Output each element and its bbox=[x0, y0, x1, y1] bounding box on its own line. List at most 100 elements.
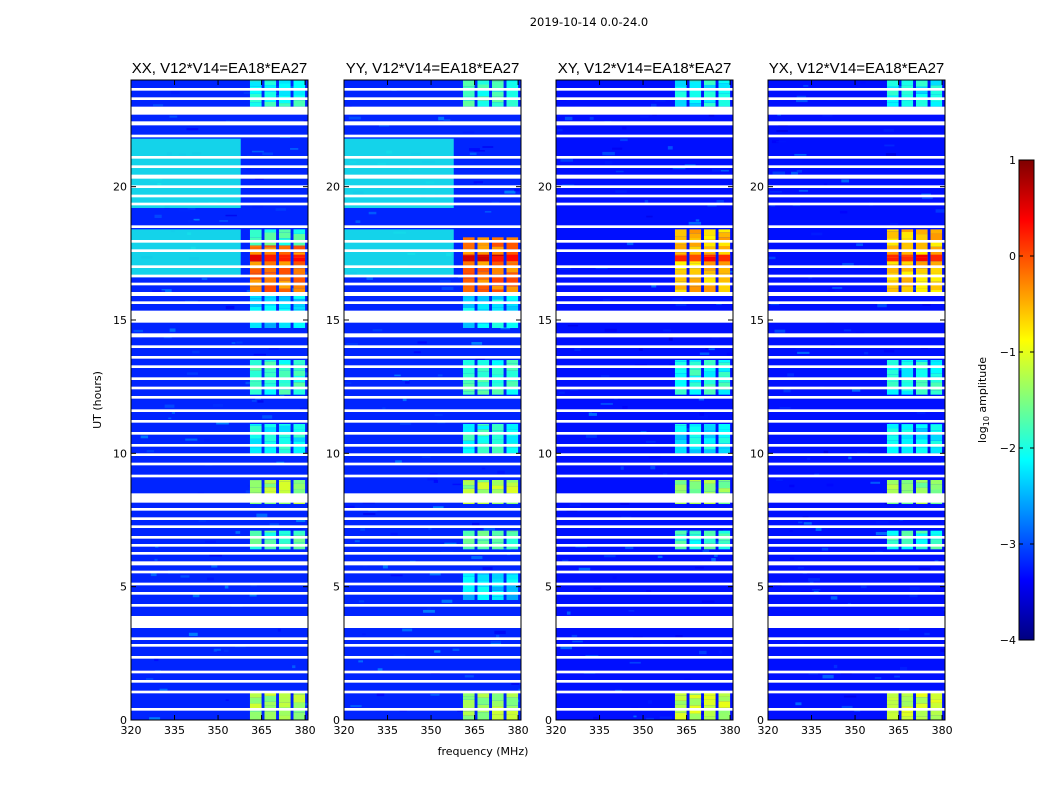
noise-speck bbox=[283, 341, 287, 344]
rfi-block bbox=[462, 254, 475, 256]
flagged-interval bbox=[768, 708, 945, 711]
flagged-interval bbox=[344, 644, 521, 647]
y-tick-label: 20 bbox=[326, 181, 340, 194]
noise-speck bbox=[187, 220, 195, 223]
rfi-block bbox=[462, 304, 475, 309]
rfi-block bbox=[462, 380, 475, 384]
noise-speck bbox=[186, 128, 199, 131]
rfi-block bbox=[477, 540, 490, 546]
rfi-block bbox=[477, 100, 490, 107]
noise-speck bbox=[909, 586, 920, 591]
noise-speck bbox=[732, 390, 733, 395]
flagged-interval bbox=[131, 680, 308, 683]
x-tick-label: 335 bbox=[377, 724, 398, 737]
rfi-block bbox=[491, 382, 504, 389]
noise-speck bbox=[647, 700, 652, 704]
flagged-interval bbox=[556, 508, 733, 511]
rfi-block bbox=[886, 428, 899, 436]
rfi-block bbox=[491, 360, 504, 366]
noise-speck bbox=[299, 407, 308, 411]
y-tick-label: 15 bbox=[750, 314, 764, 327]
noise-speck bbox=[482, 146, 494, 148]
rfi-block bbox=[674, 387, 687, 395]
noise-speck bbox=[268, 346, 279, 350]
noise-speck bbox=[899, 628, 910, 631]
rfi-block bbox=[506, 579, 519, 585]
noise-speck bbox=[768, 256, 776, 260]
rfi-block bbox=[506, 573, 519, 575]
rfi-block bbox=[703, 536, 716, 544]
rfi-block bbox=[249, 102, 262, 107]
flagged-interval bbox=[344, 444, 521, 447]
noise-speck bbox=[348, 116, 361, 120]
rfi-block bbox=[491, 439, 504, 446]
rfi-block bbox=[901, 692, 914, 697]
rfi-block bbox=[462, 584, 475, 593]
noise-speck bbox=[667, 146, 673, 150]
noise-speck bbox=[437, 374, 443, 377]
noise-speck bbox=[433, 506, 444, 510]
rfi-block bbox=[249, 703, 262, 709]
rfi-block bbox=[491, 285, 504, 290]
flagged-interval bbox=[131, 249, 308, 252]
noise-speck bbox=[795, 702, 802, 706]
rfi-block bbox=[703, 384, 716, 388]
noise-speck bbox=[159, 688, 168, 691]
flagged-interval bbox=[556, 282, 733, 286]
noise-speck bbox=[224, 585, 229, 589]
rfi-block bbox=[477, 489, 490, 494]
rfi-block bbox=[886, 366, 899, 370]
flagged-interval bbox=[556, 453, 733, 456]
noise-speck bbox=[441, 599, 453, 603]
noise-speck bbox=[803, 522, 812, 525]
flagged-interval bbox=[131, 386, 308, 390]
flagged-interval bbox=[131, 301, 308, 304]
noise-speck bbox=[633, 715, 637, 718]
y-tick-label: 20 bbox=[750, 181, 764, 194]
rfi-block bbox=[477, 289, 490, 294]
rfi-block bbox=[506, 254, 519, 256]
noise-speck bbox=[562, 559, 569, 562]
noise-speck bbox=[469, 152, 477, 156]
flagged-interval bbox=[768, 536, 945, 539]
noise-speck bbox=[518, 688, 521, 691]
rfi-block bbox=[462, 573, 475, 577]
rfi-block bbox=[506, 381, 519, 387]
noise-speck bbox=[572, 640, 583, 643]
rfi-block bbox=[264, 692, 277, 696]
rfi-block bbox=[689, 449, 702, 454]
noise-speck bbox=[848, 456, 852, 460]
noise-speck bbox=[204, 438, 210, 443]
flagged-interval bbox=[131, 432, 308, 435]
x-tick-label: 365 bbox=[676, 724, 697, 737]
noise-speck bbox=[253, 353, 267, 356]
noise-speck bbox=[701, 600, 715, 603]
rfi-block bbox=[477, 257, 490, 267]
noise-speck bbox=[344, 382, 352, 385]
flagged-interval bbox=[768, 106, 945, 115]
noise-speck bbox=[188, 632, 198, 637]
flagged-interval bbox=[768, 134, 945, 138]
flagged-interval bbox=[768, 194, 945, 198]
noise-speck bbox=[585, 434, 597, 438]
rfi-block bbox=[901, 716, 914, 720]
noise-speck bbox=[496, 634, 500, 638]
rfi-block bbox=[718, 93, 731, 100]
flagged-interval bbox=[768, 493, 945, 503]
rfi-block bbox=[915, 229, 928, 235]
flagged-interval bbox=[556, 517, 733, 520]
rfi-block bbox=[477, 323, 490, 328]
rfi-block bbox=[278, 389, 291, 395]
rfi-block bbox=[264, 305, 277, 313]
noise-speck bbox=[366, 277, 373, 280]
noise-speck bbox=[789, 557, 795, 560]
rfi-block bbox=[462, 255, 475, 262]
noise-speck bbox=[171, 411, 176, 414]
rfi-block bbox=[506, 574, 519, 580]
flagged-interval bbox=[768, 444, 945, 447]
flagged-interval bbox=[768, 453, 945, 456]
rfi-block bbox=[718, 701, 731, 708]
flagged-interval bbox=[768, 616, 945, 628]
rfi-block bbox=[718, 692, 731, 697]
flagged-interval bbox=[556, 644, 733, 647]
